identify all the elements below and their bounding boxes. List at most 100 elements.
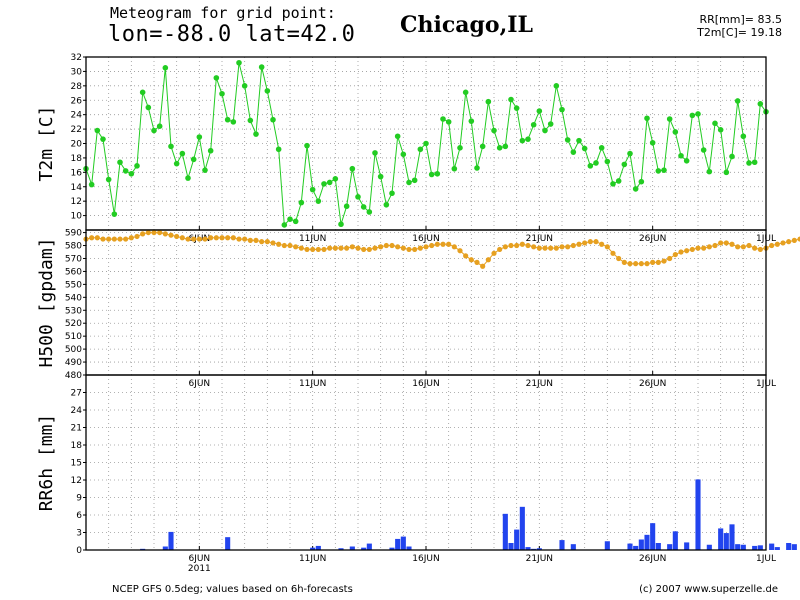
h500-point bbox=[332, 245, 338, 251]
y-tick-label: 10 bbox=[71, 212, 83, 222]
rr6h-bar bbox=[695, 479, 701, 550]
t2m-point bbox=[644, 115, 650, 122]
rr6h-bar bbox=[349, 546, 355, 550]
t2m-point bbox=[587, 163, 594, 169]
stat-rr-total: RR[mm]= 83.5 bbox=[699, 13, 782, 26]
y-tick-label: 14 bbox=[71, 183, 83, 193]
rr6h-bar bbox=[740, 544, 746, 550]
h500-point bbox=[497, 246, 503, 253]
t2m-point bbox=[536, 108, 543, 114]
t2m-point bbox=[326, 179, 333, 186]
rr6h-bar bbox=[627, 543, 633, 550]
t2m-point bbox=[213, 75, 220, 81]
t2m-point bbox=[377, 173, 384, 180]
h500-point bbox=[701, 245, 707, 251]
h500-point bbox=[514, 242, 520, 249]
y-tick-label: 32 bbox=[71, 53, 82, 63]
t2m-point bbox=[627, 150, 633, 157]
y-axis-label: RR6h [mm] bbox=[36, 414, 57, 512]
h500-point bbox=[610, 250, 616, 256]
h500-point bbox=[604, 244, 610, 250]
t2m-point bbox=[162, 65, 169, 71]
y-tick-label: 30 bbox=[71, 67, 83, 77]
t2m-point bbox=[513, 105, 520, 111]
t2m-point bbox=[553, 83, 560, 89]
x-tick-label: 26JUN bbox=[639, 554, 666, 564]
h500-point bbox=[106, 236, 112, 242]
t2m-point bbox=[632, 186, 639, 192]
t2m-point bbox=[712, 120, 718, 127]
t2m-point bbox=[445, 119, 452, 125]
rr6h-bar bbox=[514, 529, 520, 550]
t2m-point bbox=[349, 165, 356, 172]
h500-point bbox=[508, 242, 514, 249]
h500-point bbox=[791, 237, 797, 243]
h500-point bbox=[111, 236, 117, 242]
h500-point bbox=[531, 244, 537, 250]
h500-point bbox=[225, 235, 231, 241]
t2m-point bbox=[593, 160, 599, 166]
panel-h500: 4804905005105205305405505605705805906JUN… bbox=[36, 229, 800, 389]
t2m-point bbox=[479, 143, 486, 150]
y-tick-label: 490 bbox=[65, 358, 82, 368]
h500-point bbox=[457, 248, 463, 254]
h500-point bbox=[281, 242, 287, 249]
h500-point bbox=[638, 261, 644, 267]
t2m-point bbox=[253, 131, 259, 137]
h500-point bbox=[650, 259, 656, 265]
h500-point bbox=[310, 246, 316, 253]
x-year-label: 2011 bbox=[188, 564, 211, 574]
t2m-point bbox=[258, 64, 265, 70]
t2m-point bbox=[508, 96, 514, 103]
h500-point bbox=[706, 244, 712, 250]
t2m-point bbox=[502, 143, 509, 150]
h500-point bbox=[412, 246, 418, 253]
h500-point bbox=[145, 229, 151, 236]
x-tick-label: 16JUN bbox=[412, 554, 439, 564]
h500-point bbox=[327, 245, 333, 251]
t2m-point bbox=[94, 127, 101, 134]
h500-point bbox=[298, 245, 304, 251]
y-tick-label: 27 bbox=[71, 389, 82, 399]
t2m-point bbox=[372, 150, 378, 156]
t2m-point bbox=[581, 145, 588, 152]
h500-point bbox=[451, 244, 457, 250]
t2m-point bbox=[638, 178, 645, 185]
rr6h-bar bbox=[502, 513, 508, 550]
t2m-point bbox=[706, 168, 713, 175]
t2m-point bbox=[145, 104, 152, 111]
y-tick-label: 18 bbox=[71, 441, 83, 451]
y-tick-label: 0 bbox=[76, 546, 82, 556]
y-tick-label: 28 bbox=[71, 82, 83, 92]
h500-point bbox=[253, 237, 259, 243]
x-tick-label: 21JUN bbox=[526, 554, 553, 564]
rr6h-bar bbox=[757, 545, 763, 550]
y-tick-label: 26 bbox=[71, 96, 83, 106]
t2m-point bbox=[207, 147, 214, 154]
h500-point bbox=[542, 245, 548, 251]
y-tick-label: 12 bbox=[71, 476, 82, 486]
rr6h-bar bbox=[406, 546, 412, 550]
grid-point-coordinates: lon=-88.0 lat=42.0 bbox=[108, 22, 356, 47]
t2m-point bbox=[440, 116, 446, 122]
y-tick-label: 580 bbox=[65, 242, 82, 252]
rr6h-bar bbox=[536, 548, 542, 550]
location-name: Chicago,IL bbox=[400, 12, 533, 38]
h500-point bbox=[134, 233, 140, 240]
t2m-point bbox=[655, 168, 662, 174]
y-tick-label: 20 bbox=[71, 140, 83, 150]
y-tick-label: 570 bbox=[65, 254, 82, 264]
t2m-point bbox=[491, 127, 497, 134]
y-tick-label: 16 bbox=[71, 168, 83, 178]
h500-point bbox=[672, 251, 678, 258]
rr6h-bar bbox=[310, 547, 316, 550]
h500-point bbox=[740, 244, 746, 250]
t2m-point bbox=[519, 137, 526, 144]
h500-point bbox=[655, 259, 661, 265]
rr6h-bar bbox=[769, 543, 775, 550]
t2m-point bbox=[179, 150, 186, 157]
rr6h-bar bbox=[729, 524, 735, 550]
rr6h-bar bbox=[315, 545, 321, 550]
t2m-point bbox=[751, 159, 758, 166]
h500-point bbox=[276, 241, 282, 247]
